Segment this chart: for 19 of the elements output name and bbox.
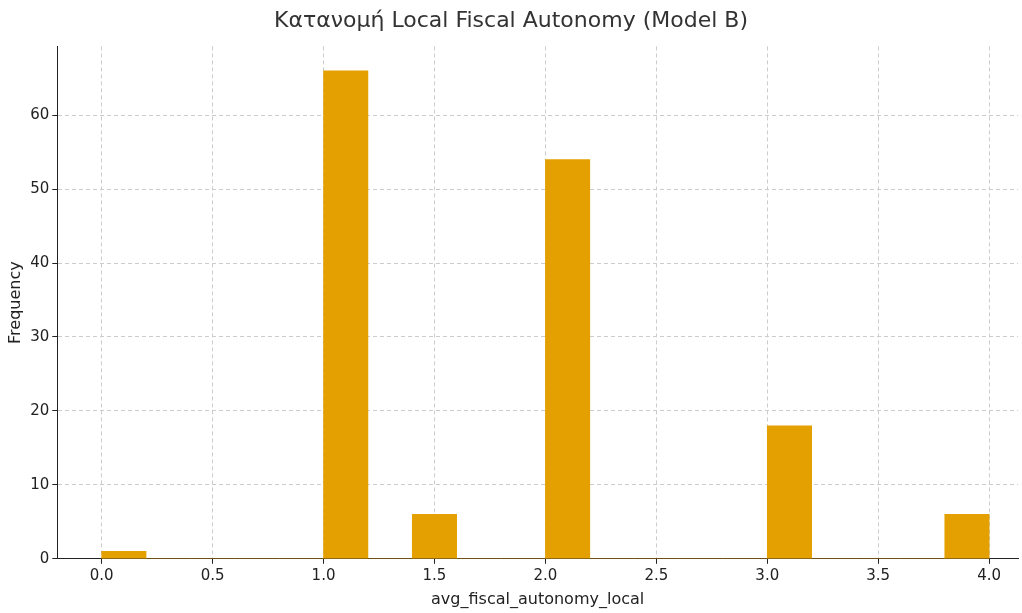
x-tick-label: 3.5 [866, 565, 891, 584]
x-tick-label: 0.5 [200, 565, 225, 584]
y-tick-label: 60 [30, 105, 50, 124]
y-tick-label: 40 [30, 252, 50, 271]
x-tick-label: 4.0 [977, 565, 1002, 584]
x-tick-label: 0.0 [89, 565, 114, 584]
chart-title: Κατανομή Local Fiscal Autonomy (Model B) [274, 6, 748, 32]
x-tick-label: 2.0 [533, 565, 558, 584]
y-tick-label: 0 [39, 548, 50, 567]
x-tick-label: 2.5 [644, 565, 669, 584]
y-axis-title: Frequency [4, 261, 24, 344]
y-tick-label: 20 [30, 400, 50, 419]
x-axis-title: avg_fiscal_autonomy_local [431, 588, 645, 609]
x-tick-label: 1.5 [422, 565, 447, 584]
y-tick-label: 10 [30, 474, 50, 493]
y-tick-label: 30 [30, 326, 50, 345]
x-tick-label: 1.0 [311, 565, 336, 584]
x-tick-label: 3.0 [755, 565, 780, 584]
y-tick-label: 50 [30, 178, 50, 197]
